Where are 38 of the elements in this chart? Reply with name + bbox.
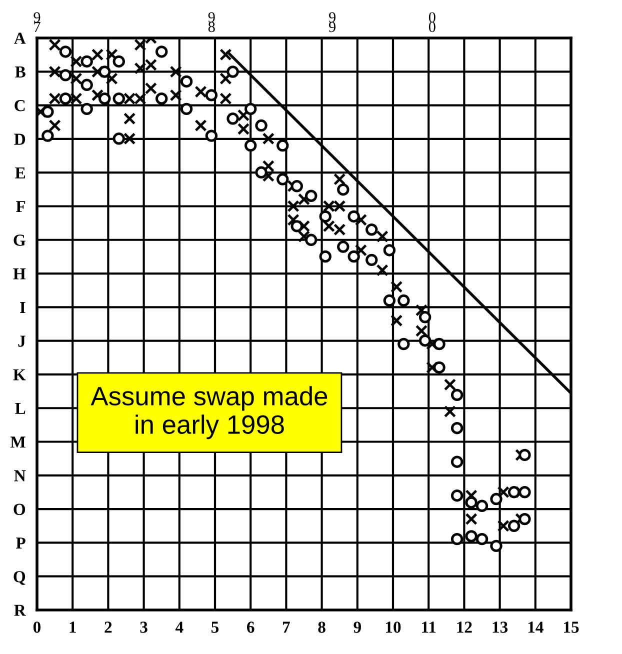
x-tick-label: 0 — [33, 622, 41, 633]
text: 9 8 — [208, 12, 215, 32]
x-tick-label: 5 — [212, 622, 219, 633]
x-tick-label: 4 — [175, 622, 184, 633]
x-tick-label: 6 — [247, 622, 254, 633]
x-tick-label: 7 — [282, 622, 290, 633]
category-label: N — [14, 470, 26, 482]
category-label: K — [13, 369, 26, 380]
category-label: D — [14, 134, 26, 145]
category-label: G — [14, 234, 26, 246]
category-label: I — [20, 302, 26, 313]
x-tick-label: 12 — [457, 622, 472, 633]
category-label: M — [10, 436, 26, 448]
annotation: Assume swap made in early 1998 — [90, 386, 328, 440]
category-label: R — [14, 604, 26, 616]
category-label: O — [14, 504, 26, 516]
category-label: L — [15, 402, 26, 414]
text: 0 0 — [428, 12, 436, 32]
x-tick-label: 3 — [140, 622, 148, 633]
category-label: C — [14, 100, 25, 112]
x-tick-label: 9 — [354, 622, 361, 633]
x-tick-label: 10 — [386, 622, 401, 633]
category-label: Q — [14, 571, 26, 585]
x-tick-label: 1 — [70, 622, 76, 633]
category-label: F — [16, 201, 26, 212]
text: 9 9 — [328, 12, 336, 32]
x-tick-label: 13 — [492, 622, 508, 633]
x-tick-label: 15 — [564, 622, 579, 633]
category-label: P — [16, 538, 26, 548]
category-label: H — [13, 268, 26, 280]
x-tick-label: 11 — [422, 622, 436, 633]
category-label: J — [18, 336, 26, 347]
category-label: A — [14, 32, 26, 44]
x-tick-label: 8 — [318, 622, 326, 633]
x-tick-label: 14 — [528, 622, 544, 633]
category-label: E — [15, 167, 26, 178]
category-label: B — [15, 66, 26, 78]
x-tick-label: 2 — [104, 622, 112, 633]
